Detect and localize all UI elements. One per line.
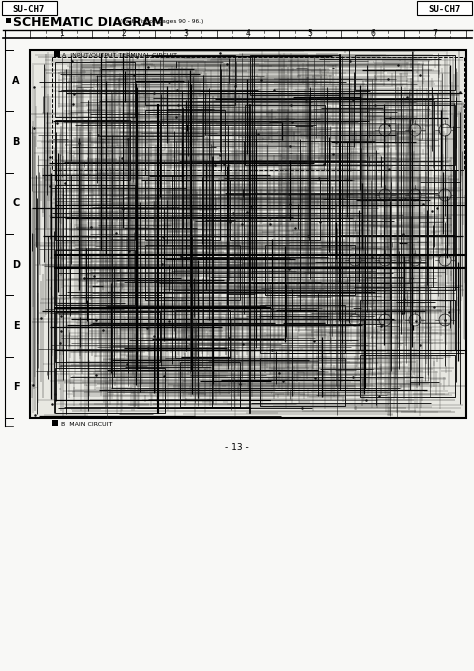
Bar [54, 51, 60, 57]
Bar [360, 300, 455, 350]
Bar [52, 420, 58, 426]
Bar [230, 180, 320, 240]
Text: 5: 5 [308, 30, 313, 38]
Text: - 13 -: - 13 - [225, 444, 249, 452]
Bar [30, 50, 466, 418]
Text: D: D [12, 260, 20, 270]
Text: 3: 3 [183, 30, 188, 38]
Bar [55, 250, 135, 305]
Bar [55, 120, 130, 180]
Text: 6: 6 [370, 30, 375, 38]
Text: SU-CH7: SU-CH7 [13, 5, 45, 13]
Text: 4: 4 [246, 30, 250, 38]
Bar [265, 245, 355, 295]
Bar [6, 18, 11, 23]
Text: (Parts list on pages 90 - 96.): (Parts list on pages 90 - 96.) [120, 19, 203, 25]
Text: SU-CH7: SU-CH7 [429, 5, 461, 13]
Text: C: C [12, 199, 19, 208]
Bar [145, 180, 220, 240]
Bar [365, 235, 455, 290]
Text: A  INPUT/OUTPUT TERMINAL CIRCUIT: A INPUT/OUTPUT TERMINAL CIRCUIT [62, 52, 177, 58]
Bar [30, 50, 466, 418]
Bar [245, 105, 325, 165]
Bar [260, 358, 345, 406]
Bar [175, 310, 230, 358]
Bar [250, 55, 340, 95]
Text: B  MAIN CIRCUIT: B MAIN CIRCUIT [61, 421, 112, 427]
Text: B: B [12, 137, 20, 147]
Text: 1: 1 [59, 30, 64, 38]
Bar [52, 57, 464, 170]
Text: E: E [13, 321, 19, 331]
Bar [145, 55, 235, 105]
Bar [145, 245, 240, 300]
Bar [180, 362, 240, 407]
Bar [55, 62, 135, 117]
Bar [355, 55, 455, 90]
Bar [340, 105, 455, 165]
Text: 2: 2 [121, 30, 126, 38]
Bar [55, 368, 165, 413]
Bar [340, 170, 455, 235]
Bar [55, 185, 135, 240]
Text: SCHEMATIC DIAGRAM: SCHEMATIC DIAGRAM [13, 15, 164, 28]
Bar [145, 110, 225, 175]
Text: A: A [12, 76, 20, 86]
Bar [360, 355, 455, 397]
Text: F: F [13, 382, 19, 393]
Bar [55, 312, 160, 362]
Bar [417, 1, 472, 15]
Bar [2, 1, 57, 15]
Bar [260, 305, 345, 353]
Text: 7: 7 [432, 30, 438, 38]
